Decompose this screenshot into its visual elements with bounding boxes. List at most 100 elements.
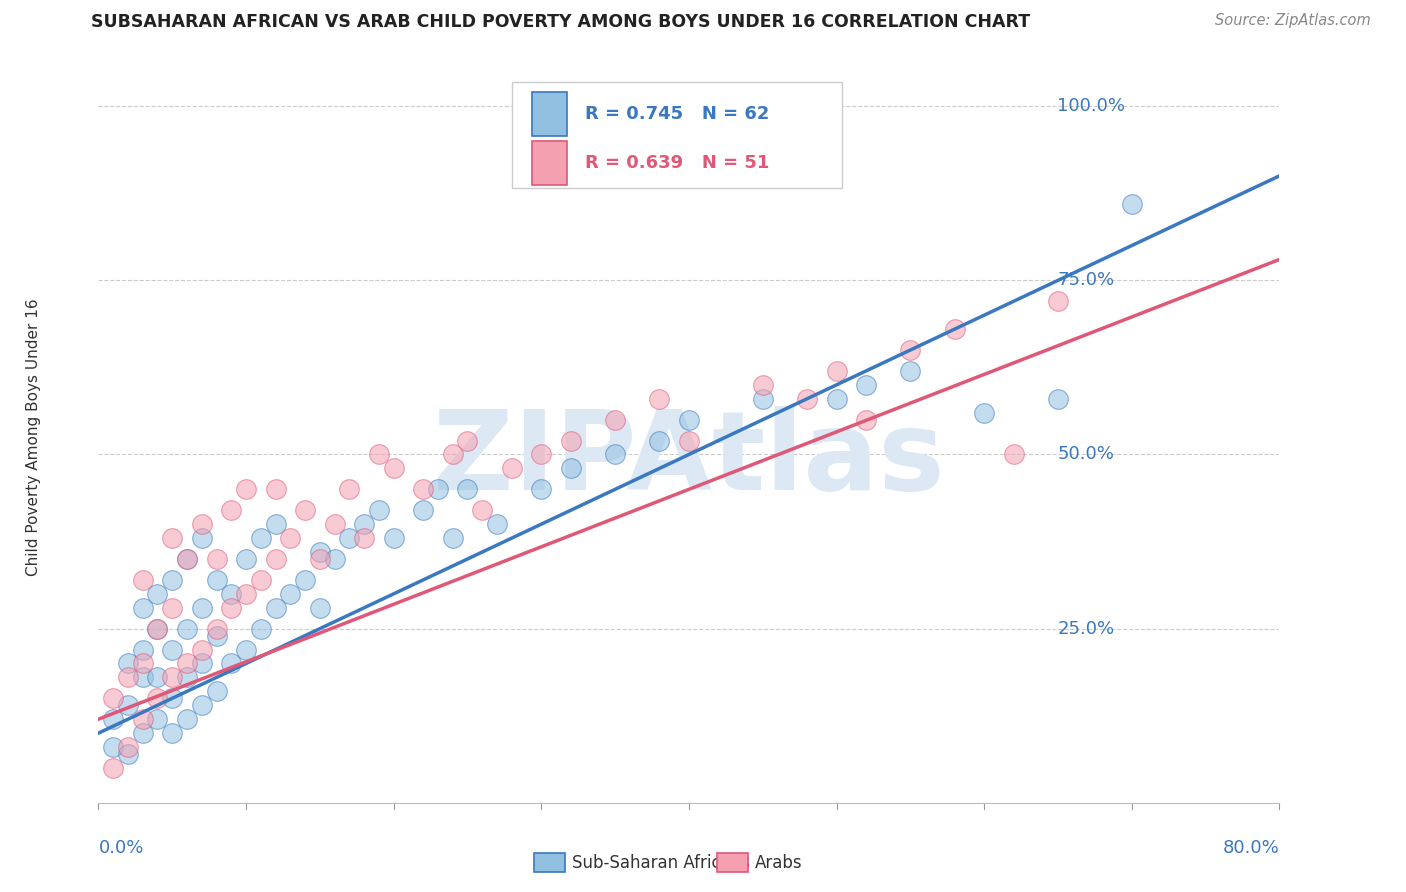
Point [235,642,257,657]
Point [278,587,302,601]
Point [162,670,183,684]
Point [176,670,198,684]
Point [278,531,302,545]
Point [176,552,198,566]
Point [337,483,360,497]
Point [132,726,155,740]
Point [205,552,228,566]
Point [250,573,273,587]
Point [825,392,848,406]
Point [751,392,773,406]
Point [103,740,125,755]
Point [1002,448,1025,462]
Point [648,392,671,406]
Point [205,622,228,636]
Point [132,600,155,615]
FancyBboxPatch shape [512,82,842,188]
Point [191,642,214,657]
Point [162,726,183,740]
Point [368,448,391,462]
Point [382,531,405,545]
Point [294,503,316,517]
Point [337,531,360,545]
Point [973,406,995,420]
Point [235,552,257,566]
Point [264,552,287,566]
Point [117,740,139,755]
Point [235,587,257,601]
Point [146,691,169,706]
Text: 80.0%: 80.0% [1223,839,1279,857]
Point [294,573,316,587]
FancyBboxPatch shape [531,141,567,185]
Point [219,503,242,517]
Point [162,600,183,615]
Point [132,573,155,587]
Point [117,670,139,684]
Point [117,747,139,761]
Point [323,552,346,566]
Point [796,392,818,406]
Point [441,448,464,462]
Point [205,684,228,698]
Point [855,377,877,392]
Point [309,545,332,559]
Text: R = 0.639   N = 51: R = 0.639 N = 51 [585,154,769,172]
Point [235,483,257,497]
Point [501,461,523,475]
Point [250,531,273,545]
Point [427,483,450,497]
Point [900,364,922,378]
Point [117,698,139,713]
Point [162,573,183,587]
Point [456,434,478,448]
Point [176,712,198,726]
Text: R = 0.745   N = 62: R = 0.745 N = 62 [585,104,769,122]
Point [678,412,700,426]
Point [530,483,553,497]
Point [751,377,773,392]
Point [1046,392,1069,406]
Text: 50.0%: 50.0% [1057,445,1115,464]
Point [855,412,877,426]
Text: 25.0%: 25.0% [1057,620,1115,638]
Point [441,531,464,545]
Point [648,434,671,448]
Point [471,503,494,517]
Point [605,412,627,426]
Text: 75.0%: 75.0% [1057,271,1115,289]
Point [678,434,700,448]
Point [146,622,169,636]
Text: 100.0%: 100.0% [1057,97,1125,115]
Point [146,622,169,636]
Point [103,761,125,775]
Point [176,657,198,671]
Point [146,587,169,601]
Point [162,691,183,706]
Point [117,657,139,671]
Point [943,322,966,336]
Point [412,483,434,497]
Point [205,573,228,587]
FancyBboxPatch shape [531,92,567,136]
Point [530,448,553,462]
Point [309,600,332,615]
Point [412,503,434,517]
Point [103,712,125,726]
Point [560,434,582,448]
Point [191,517,214,532]
Text: ZIPAtlas: ZIPAtlas [433,406,945,513]
Point [191,657,214,671]
Point [264,517,287,532]
Point [486,517,509,532]
Point [309,552,332,566]
Point [103,691,125,706]
Point [132,657,155,671]
Point [219,600,242,615]
Text: SUBSAHARAN AFRICAN VS ARAB CHILD POVERTY AMONG BOYS UNDER 16 CORRELATION CHART: SUBSAHARAN AFRICAN VS ARAB CHILD POVERTY… [91,13,1031,31]
Point [162,642,183,657]
Point [191,600,214,615]
Text: Source: ZipAtlas.com: Source: ZipAtlas.com [1215,13,1371,29]
Point [323,517,346,532]
Text: Sub-Saharan Africans: Sub-Saharan Africans [572,854,751,871]
